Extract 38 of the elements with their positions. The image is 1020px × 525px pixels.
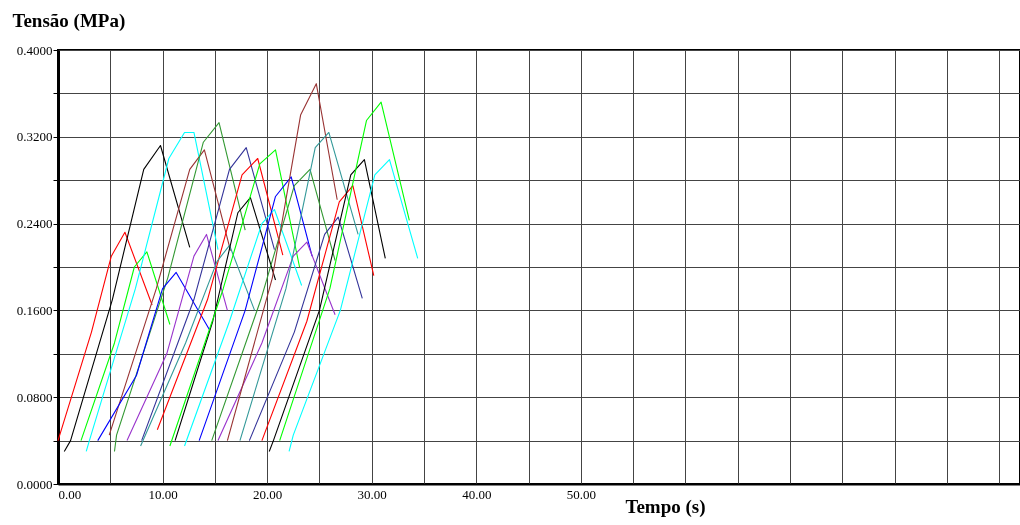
x-tick-label: 20.00: [253, 486, 283, 502]
line-series: [239, 131, 359, 442]
y-tick-label: 0.1600: [16, 302, 53, 318]
y-tick-label: 0.0000: [16, 476, 53, 492]
line-series: [108, 149, 232, 436]
y-tick-label: 0.0800: [16, 389, 53, 405]
line-series: [279, 101, 410, 442]
y-tick-label: 0.4000: [16, 42, 53, 58]
line-series: [63, 144, 191, 452]
line-series: [261, 185, 375, 442]
y-tick-label: 0.2400: [16, 216, 53, 232]
line-series: [97, 271, 211, 442]
line-series: [80, 251, 171, 442]
line-series: [85, 131, 219, 452]
x-tick-label: 50.00: [566, 486, 596, 502]
line-series: [183, 208, 303, 447]
x-tick-label: 30.00: [357, 486, 387, 502]
x-tick-label: 40.00: [462, 486, 492, 502]
line-series: [248, 216, 363, 442]
line-series: [169, 149, 301, 447]
line-series: [156, 157, 284, 431]
line-series: [217, 241, 336, 442]
line-series: [174, 197, 277, 442]
line-series: [268, 159, 386, 452]
line-series: [288, 159, 419, 452]
x-axis-title: Tempo (s): [625, 495, 706, 518]
line-series: [211, 168, 336, 442]
y-axis-title: Tensão (MPa): [12, 9, 126, 32]
line-series: [57, 231, 153, 442]
line-series: [198, 176, 313, 442]
x-tick-label: 0.00: [58, 486, 82, 502]
line-series: [126, 233, 228, 442]
line-series: [226, 83, 338, 442]
line-series: [140, 244, 256, 447]
line-series: [113, 122, 246, 452]
y-tick-label: 0.3200: [16, 129, 53, 145]
line-series: [141, 147, 275, 442]
x-tick-label: 10.00: [148, 486, 178, 502]
